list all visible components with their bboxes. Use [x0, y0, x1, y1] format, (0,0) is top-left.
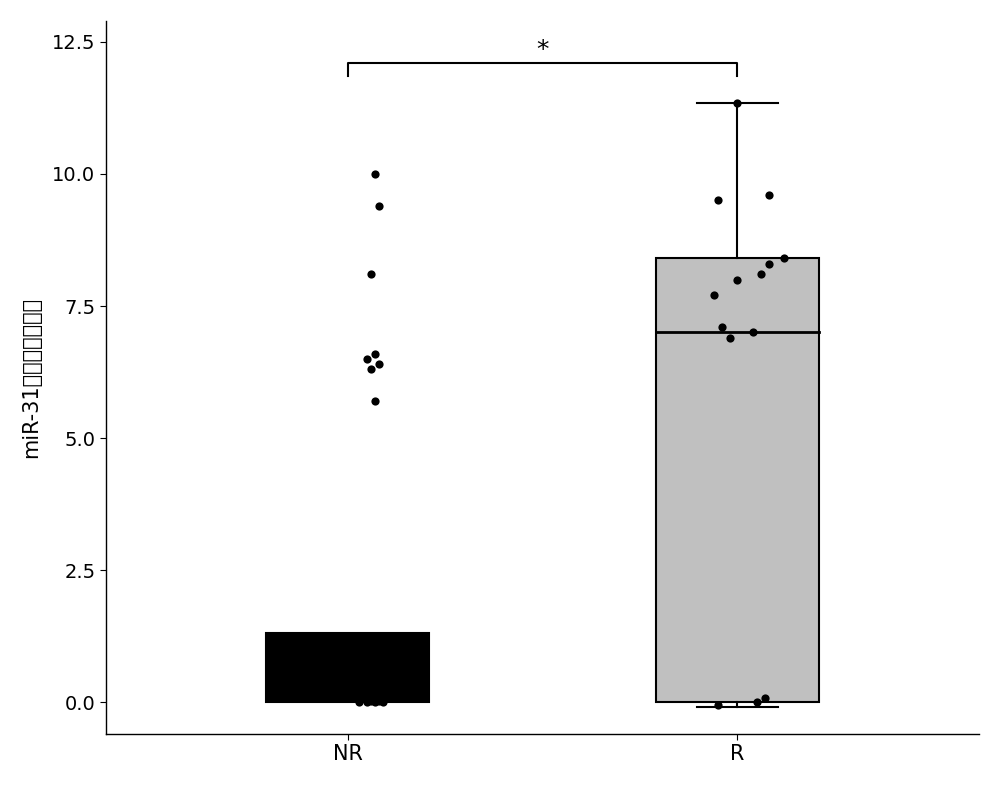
Point: [375, 693, 391, 706]
Point: [367, 168, 383, 181]
Point: [729, 273, 745, 286]
Point: [367, 696, 383, 708]
Point: [363, 694, 379, 707]
Point: [359, 696, 375, 708]
Point: [371, 358, 387, 371]
Point: [371, 199, 387, 212]
Point: [371, 693, 387, 706]
Bar: [266, 633, 429, 702]
Bar: [656, 258, 819, 702]
Point: [359, 694, 375, 707]
Y-axis label: miR-31的相对表达水平: miR-31的相对表达水平: [21, 297, 41, 458]
Point: [367, 395, 383, 407]
Point: [776, 252, 792, 265]
Point: [351, 696, 367, 708]
Point: [367, 694, 383, 707]
Point: [371, 689, 387, 702]
Point: [363, 268, 379, 280]
Point: [367, 347, 383, 360]
Point: [745, 326, 761, 338]
Point: [706, 289, 722, 301]
Point: [722, 331, 738, 344]
Point: [729, 97, 745, 109]
Point: [363, 695, 379, 707]
Point: [710, 194, 726, 206]
Text: *: *: [536, 38, 549, 62]
Point: [753, 268, 769, 280]
Point: [761, 189, 777, 202]
Point: [761, 257, 777, 270]
Point: [359, 352, 375, 365]
Point: [367, 691, 383, 703]
Point: [367, 692, 383, 705]
Point: [359, 692, 375, 704]
Point: [757, 692, 773, 705]
Point: [375, 696, 391, 708]
Point: [710, 699, 726, 711]
Point: [371, 695, 387, 707]
Point: [363, 692, 379, 705]
Point: [714, 321, 730, 334]
Point: [363, 363, 379, 376]
Point: [749, 696, 765, 708]
